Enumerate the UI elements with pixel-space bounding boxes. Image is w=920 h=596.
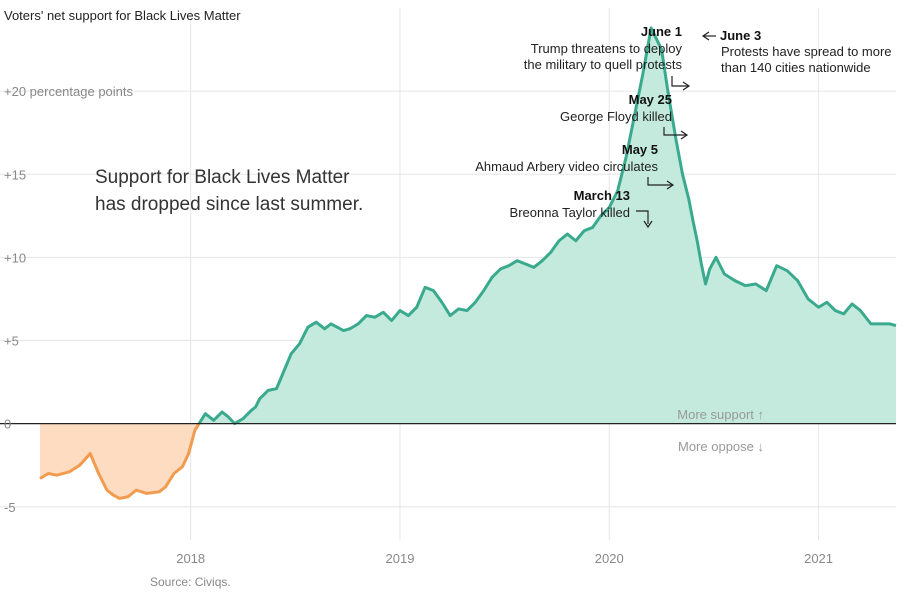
annotation-march-13: March 13 Breonna Taylor killed	[510, 188, 653, 229]
y-tick-label: +15	[4, 167, 26, 182]
annotation-text: Protests have spread to more	[721, 44, 892, 59]
more-support-label: More support ↑	[677, 407, 764, 422]
annotation-text: than 140 cities nationwide	[721, 60, 871, 75]
x-tick-label: 2020	[595, 551, 624, 566]
annotation-arrowhead	[701, 31, 710, 41]
annotation-text: George Floyd killed	[560, 109, 672, 124]
headline-line-2: has dropped since last summer.	[95, 194, 363, 215]
oppose-line	[39, 422, 201, 500]
chart-title: Voters' net support for Black Lives Matt…	[4, 8, 241, 23]
annotation-arrowhead	[680, 130, 689, 140]
annotation-arrow	[636, 210, 649, 224]
annotation-arrowhead	[682, 81, 691, 91]
annotation-date: June 1	[641, 24, 682, 39]
annotation-arrow	[663, 127, 686, 136]
annotation-arrow	[671, 76, 688, 87]
y-tick-label: +20 percentage points	[4, 84, 134, 99]
annotation-june-1: June 1 Trump threatens to deploy the mil…	[524, 24, 691, 91]
annotation-text: the military to quell protests	[524, 57, 683, 72]
annotation-june-3: June 3 Protests have spread to more than…	[701, 28, 892, 75]
support-line	[197, 26, 897, 426]
annotation-text: Ahmaud Arbery video circulates	[475, 159, 658, 174]
chart-source: Source: Civiqs.	[150, 575, 231, 589]
x-tick-label: 2019	[386, 551, 415, 566]
annotation-date: May 25	[629, 92, 672, 107]
x-tick-labels: 2018 2019 2020 2021	[176, 551, 833, 566]
y-tick-label: 0	[4, 417, 11, 432]
annotation-may-5: May 5 Ahmaud Arbery video circulates	[475, 142, 675, 190]
annotation-text: Breonna Taylor killed	[510, 205, 630, 220]
y-tick-labels: -5 0 +5 +10 +15 +20 percentage points	[4, 84, 134, 515]
more-oppose-label: More oppose ↓	[678, 439, 764, 454]
annotation-may-25: May 25 George Floyd killed	[560, 92, 689, 140]
support-area	[199, 27, 896, 424]
headline-line-1: Support for Black Lives Matter	[95, 167, 350, 188]
annotation-arrow	[647, 177, 672, 186]
annotation-date: June 3	[720, 28, 761, 43]
annotation-arrowhead	[643, 220, 653, 229]
y-tick-label: +5	[4, 334, 19, 349]
annotation-date: March 13	[574, 188, 630, 203]
annotation-arrowhead	[666, 180, 675, 190]
x-tick-label: 2018	[176, 551, 205, 566]
annotation-date: May 5	[622, 142, 658, 157]
y-tick-label: +10	[4, 250, 26, 265]
x-tick-label: 2021	[804, 551, 833, 566]
y-tick-label: -5	[4, 500, 16, 515]
annotation-text: Trump threatens to deploy	[531, 41, 683, 56]
oppose-area	[40, 423, 200, 499]
